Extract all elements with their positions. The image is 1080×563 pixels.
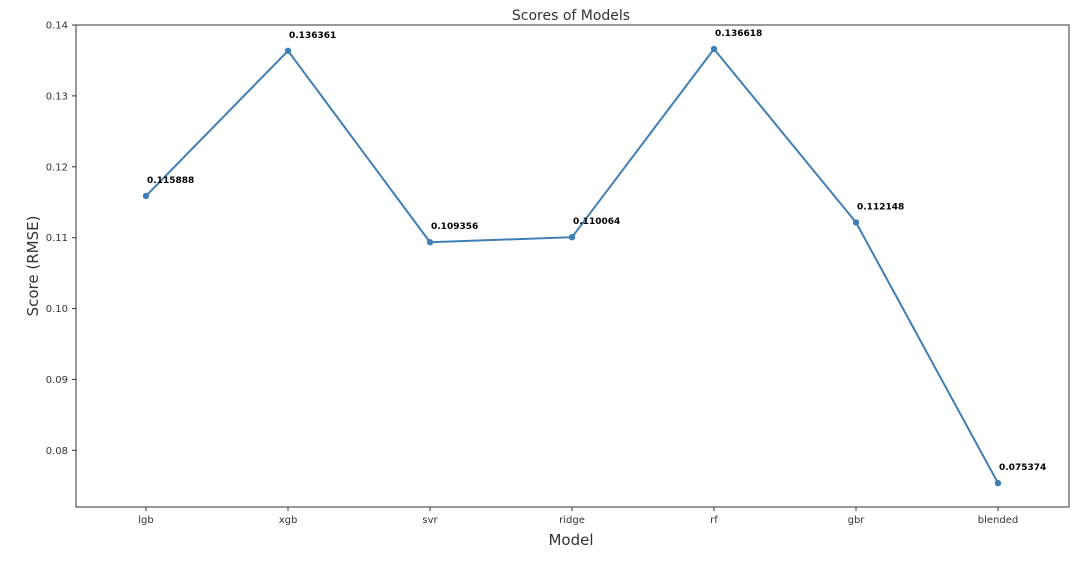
data-label-xgb: 0.136361 xyxy=(289,31,336,41)
data-points xyxy=(142,45,1002,487)
y-tick-label: 0.10 xyxy=(46,304,68,315)
x-tick-label-gbr: gbr xyxy=(848,515,866,526)
y-tick-label: 0.12 xyxy=(46,162,68,173)
chart-title: Scores of Models xyxy=(512,8,630,24)
data-label-gbr: 0.112148 xyxy=(857,202,904,212)
y-tick-label: 0.13 xyxy=(46,91,68,102)
y-axis-label: Score (RMSE) xyxy=(24,216,42,317)
y-tick-label: 0.09 xyxy=(46,375,68,386)
x-tick-label-blended: blended xyxy=(978,515,1018,526)
data-point-svr xyxy=(426,239,434,246)
x-axis-label: Model xyxy=(548,531,593,549)
x-axis: lgb xgb svr ridge rf gbr blended xyxy=(138,507,1018,526)
data-labels: 0.115888 0.136361 0.109356 0.110064 0.136618… xyxy=(147,29,1046,473)
x-tick-label-rf: rf xyxy=(710,515,718,526)
y-tick-label: 0.08 xyxy=(46,446,68,457)
data-label-blended: 0.075374 xyxy=(999,463,1046,473)
data-point-xgb xyxy=(284,47,292,54)
series-line xyxy=(145,47,999,484)
data-point-gbr xyxy=(852,219,860,226)
y-axis: 0.08 0.09 0.10 0.11 0.12 0.13 0.14 xyxy=(46,21,76,457)
x-tick-label-svr: svr xyxy=(422,515,438,526)
plot-area xyxy=(75,24,1070,508)
data-point-ridge xyxy=(568,233,576,241)
data-point-blended xyxy=(994,479,1002,487)
x-tick-label-ridge: ridge xyxy=(559,515,585,526)
data-label-svr: 0.109356 xyxy=(431,222,478,232)
data-label-rf: 0.136618 xyxy=(715,29,762,39)
data-point-lgb xyxy=(142,192,150,200)
y-tick-label: 0.14 xyxy=(46,21,68,32)
data-label-ridge: 0.110064 xyxy=(573,217,620,227)
data-label-lgb: 0.115888 xyxy=(147,176,194,186)
data-point-rf xyxy=(710,45,718,53)
x-tick-label-xgb: xgb xyxy=(279,515,298,526)
y-tick-label: 0.11 xyxy=(46,233,68,244)
x-tick-label-lgb: lgb xyxy=(138,515,153,526)
